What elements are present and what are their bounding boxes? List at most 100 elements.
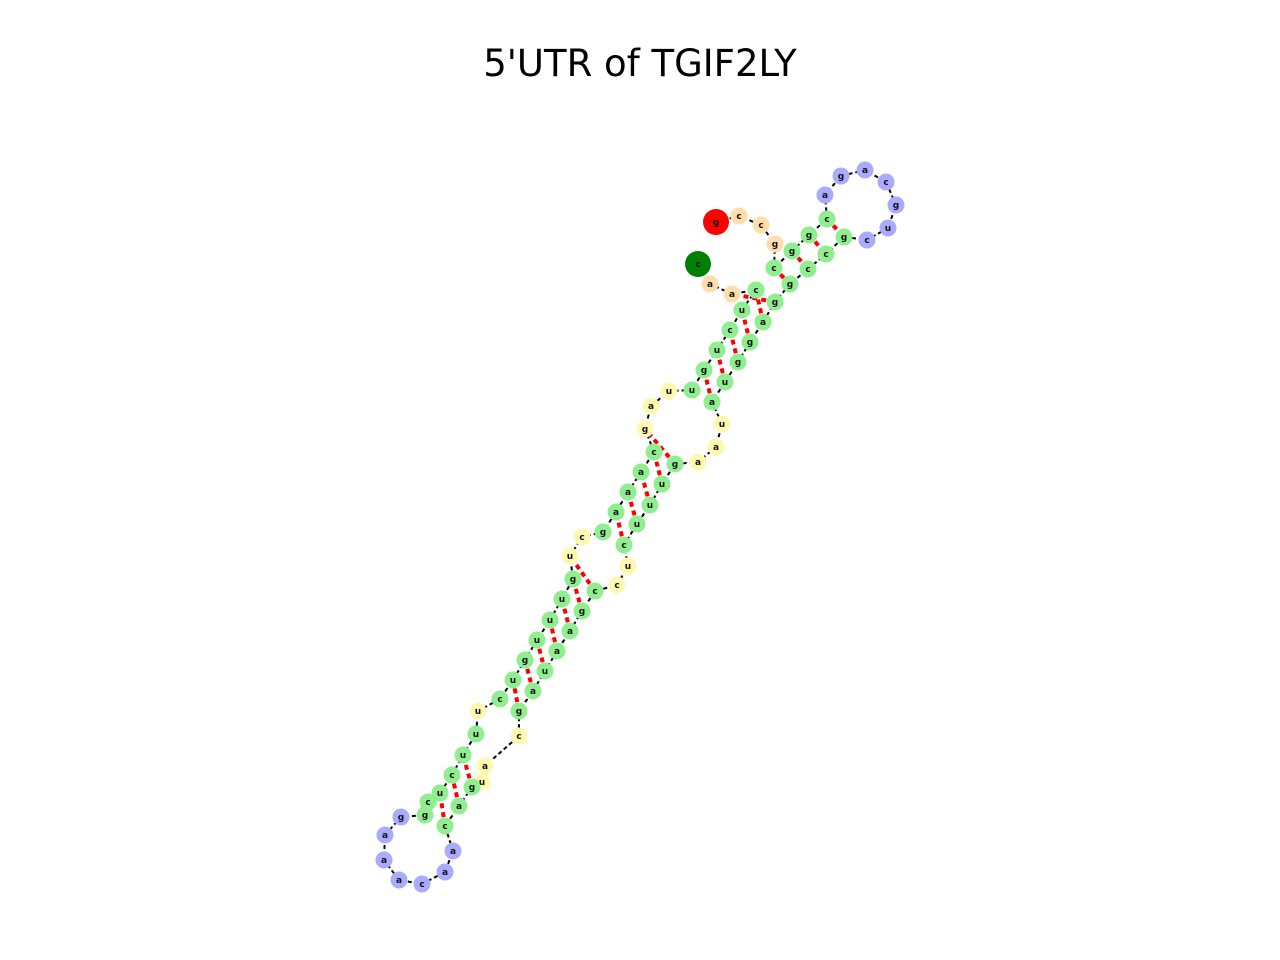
- nucleotide-letter: c: [579, 533, 584, 543]
- nucleotide-circle: [816, 186, 834, 204]
- nucleotide-node: a: [754, 313, 772, 331]
- nucleotide-circle: [703, 209, 729, 235]
- nucleotide-circle: [695, 361, 713, 379]
- nucleotide-node: g: [766, 293, 784, 311]
- nucleotide-circle: [467, 725, 485, 743]
- nucleotide-letter: g: [398, 813, 404, 823]
- nucleotide-circle: [666, 455, 684, 473]
- nucleotide-node: g: [741, 333, 759, 351]
- nucleotide-circle: [516, 651, 534, 669]
- nucleotide-node: c: [765, 259, 783, 277]
- nucleotide-circle: [615, 536, 633, 554]
- nucleotide-node: a: [561, 622, 579, 640]
- nucleotide-letter: a: [760, 318, 766, 328]
- nucleotide-letter: c: [805, 265, 810, 275]
- nucleotide-node: c: [586, 582, 604, 600]
- nucleotide-circle: [730, 207, 748, 225]
- nucleotide-circle: [619, 483, 637, 501]
- nucleotide-circle: [832, 167, 850, 185]
- nucleotide-letter: g: [522, 656, 528, 666]
- nucleotide-letter: c: [736, 212, 741, 222]
- nucleotide-node: a: [856, 161, 874, 179]
- nucleotide-letter: a: [482, 762, 488, 772]
- nucleotide-node: u: [561, 547, 579, 565]
- nucleotide-circle: [594, 523, 612, 541]
- nucleotide-node: c: [443, 766, 461, 784]
- nucleotide-node: g: [636, 420, 654, 438]
- nucleotide-circle: [689, 453, 707, 471]
- nucleotide-letter: a: [530, 687, 536, 697]
- nucleotide-node: u: [713, 415, 731, 433]
- nucleotide-letter: g: [469, 783, 475, 793]
- nucleotide-letter: u: [479, 778, 485, 788]
- nucleotide-circle: [375, 851, 393, 869]
- nucleotide-node: a: [390, 871, 408, 889]
- nucleotide-node: a: [524, 682, 542, 700]
- nucleotide-circle: [766, 293, 784, 311]
- nucleotide-node: c: [491, 690, 509, 708]
- nucleotide-letter: u: [475, 707, 481, 717]
- nucleotide-letter: a: [695, 458, 701, 468]
- base-pair-bond: [568, 554, 597, 593]
- nucleotide-letter: a: [709, 398, 715, 408]
- nucleotide-letter: g: [787, 280, 793, 290]
- nucleotide-circle: [450, 797, 468, 815]
- nucleotide-letter: u: [559, 595, 565, 605]
- nucleotide-circle: [835, 228, 853, 246]
- nucleotide-node: a: [450, 797, 468, 815]
- nucleotide-letter: c: [695, 260, 700, 270]
- nucleotide-letter: g: [735, 358, 741, 368]
- nucleotide-letter: g: [747, 338, 753, 348]
- nucleotide-node: u: [660, 382, 678, 400]
- nucleotide-letter: a: [450, 847, 456, 857]
- nucleotide-letter: a: [707, 280, 713, 290]
- nucleotide-node: u: [683, 381, 701, 399]
- nucleotide-node: u: [454, 746, 472, 764]
- nucleotide-circle: [510, 702, 528, 720]
- nucleotide-circle: [491, 690, 509, 708]
- nucleotide-node: a: [816, 186, 834, 204]
- nucleotide-letter: u: [542, 667, 548, 677]
- nucleotide-node: a: [632, 463, 650, 481]
- nucleotide-node: c: [413, 875, 431, 893]
- nucleotide-node: c: [436, 817, 454, 835]
- three-prime-end-node: c: [685, 251, 711, 277]
- nucleotide-letter: u: [647, 501, 653, 511]
- nucleotide-circle: [463, 778, 481, 796]
- nucleotide-circle: [799, 260, 817, 278]
- nucleotide-node: u: [553, 590, 571, 608]
- nucleotide-circle: [541, 611, 559, 629]
- nucleotide-circle: [619, 557, 637, 575]
- nucleotide-node: a: [376, 826, 394, 844]
- nucleotide-node: u: [467, 725, 485, 743]
- nucleotide-letter: u: [714, 346, 720, 356]
- nucleotide-node: g: [800, 226, 818, 244]
- nucleotide-letter: g: [838, 172, 844, 182]
- nucleotide-circle: [683, 381, 701, 399]
- nucleotide-node: u: [504, 671, 522, 689]
- nucleotide-letter: u: [666, 387, 672, 397]
- nucleotide-circle: [444, 842, 462, 860]
- nucleotide-circle: [436, 863, 454, 881]
- nucleotide-node: c: [615, 536, 633, 554]
- nucleotide-letter: c: [824, 215, 829, 225]
- nucleotide-node: g: [510, 702, 528, 720]
- nucleotide-letter: c: [425, 798, 430, 808]
- nucleotide-node: g: [729, 353, 747, 371]
- nucleotide-letter: c: [621, 541, 626, 551]
- nucleotide-node: c: [752, 216, 770, 234]
- nucleotide-circle: [436, 817, 454, 835]
- nucleotide-circle: [733, 301, 751, 319]
- nucleotide-letter: u: [722, 378, 728, 388]
- nucleotide-letter: a: [713, 443, 719, 453]
- nucleotide-letter: u: [547, 616, 553, 626]
- nucleotide-node: g: [392, 808, 410, 826]
- nucleotide-node: c: [818, 210, 836, 228]
- nucleotide-node: g: [887, 196, 905, 214]
- nucleotide-letter: c: [864, 236, 869, 246]
- nucleotide-circle: [431, 784, 449, 802]
- nucleotide-circle: [800, 226, 818, 244]
- nucleotide-circle: [416, 806, 434, 824]
- nucleotide-node: g: [594, 523, 612, 541]
- nucleotide-letter: c: [592, 587, 597, 597]
